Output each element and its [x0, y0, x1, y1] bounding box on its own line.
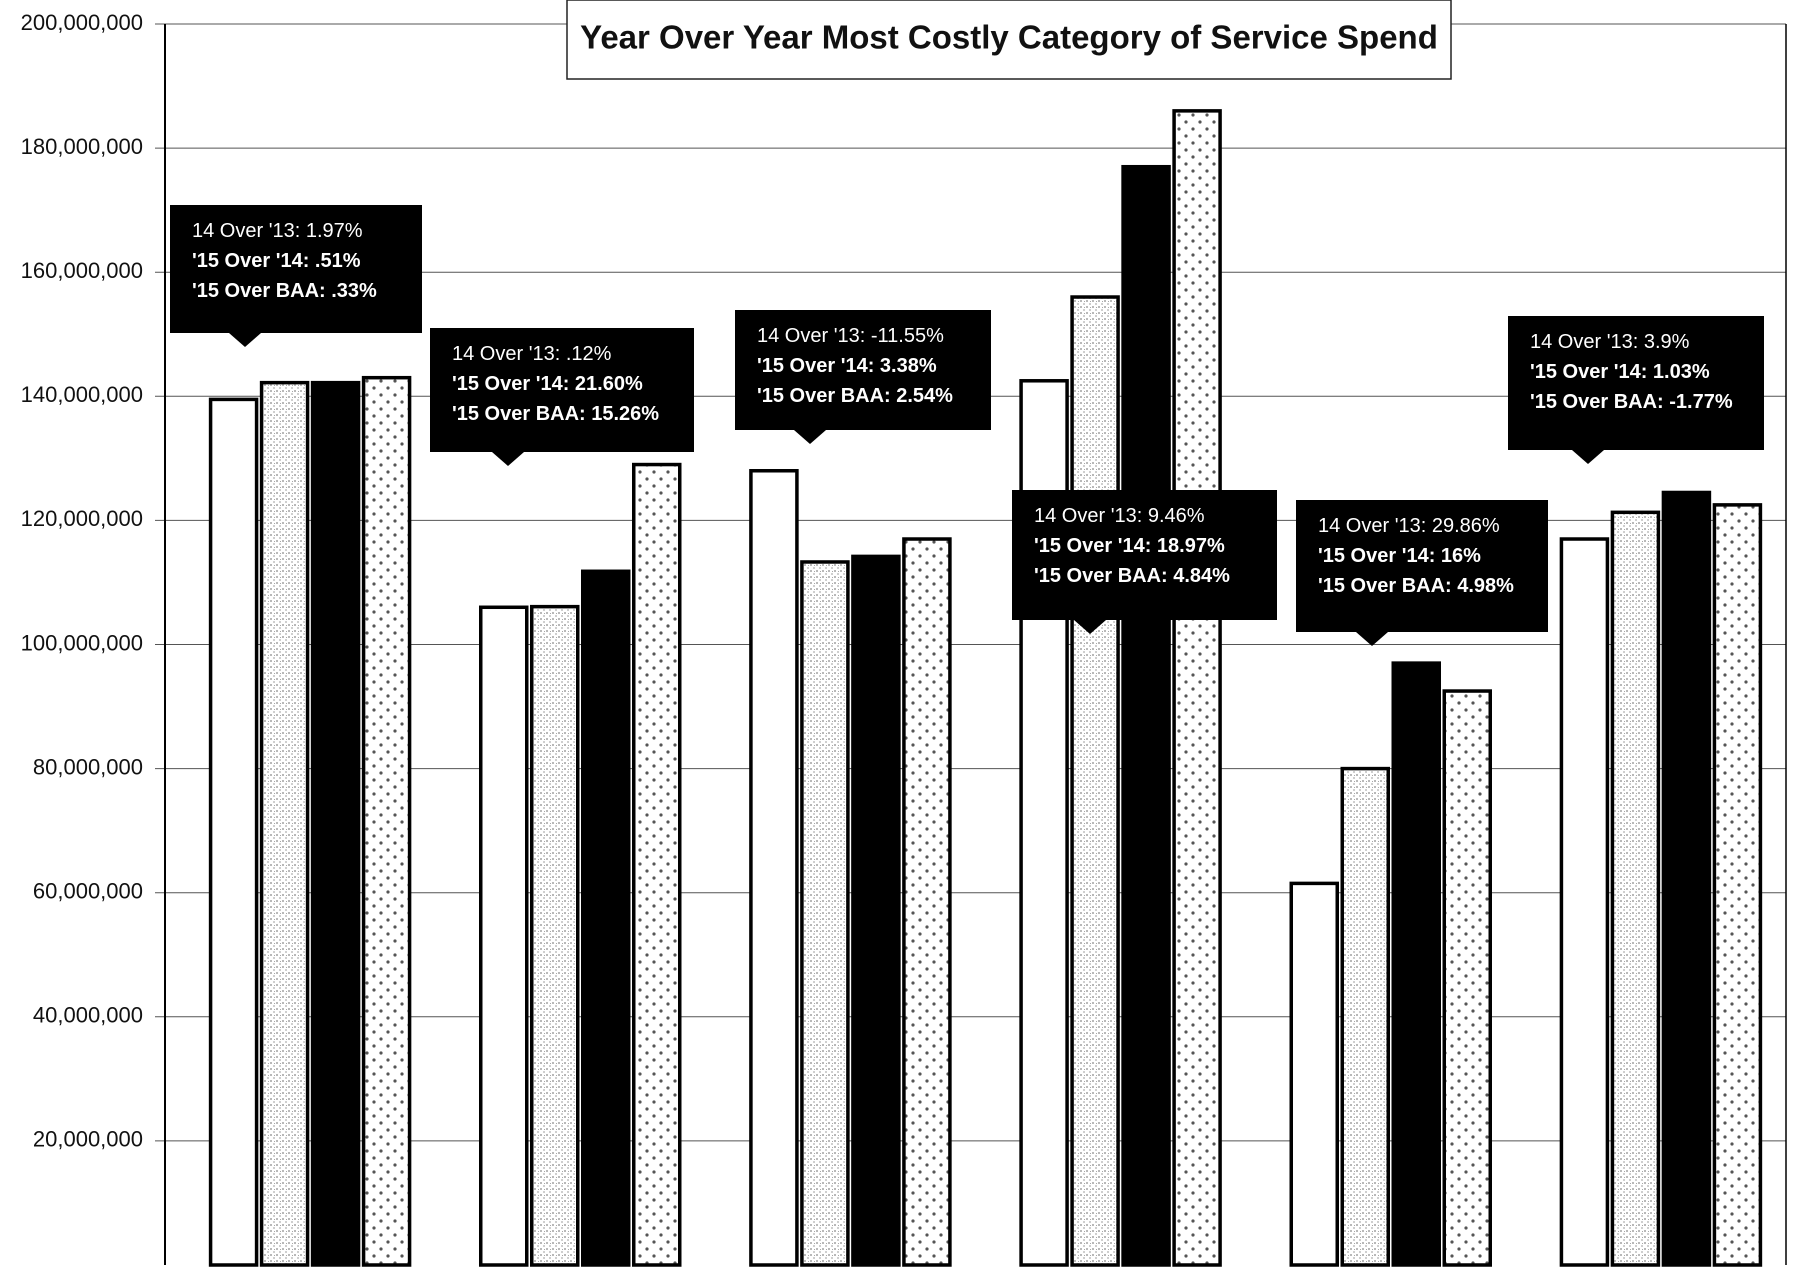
callout-pointer: [229, 333, 261, 347]
callout-label: 14 Over '13: 3.9%: [1530, 331, 1690, 353]
callout-label: '15 Over '14: .51%: [192, 250, 361, 272]
bar: [802, 562, 848, 1265]
callout-box: 14 Over '13: 1.97% '15 Over '14: .51% '15 …: [170, 205, 422, 347]
bar: [583, 571, 629, 1265]
callout-label: '15 Over BAA: 2.54%: [757, 385, 953, 407]
callout-label: '15 Over '14: 16%: [1318, 545, 1481, 567]
chart-title: Year Over Year Most Costly Category of S…: [580, 19, 1438, 56]
y-tick-label: 180,000,000: [21, 134, 143, 159]
callout-label: '15 Over '14: 1.03%: [1530, 361, 1710, 383]
bar: [634, 465, 680, 1265]
y-tick-label: 200,000,000: [21, 10, 143, 35]
callout-label: 14 Over '13: -11.55%: [757, 325, 944, 347]
callout-label: 14 Over '13: .12%: [452, 343, 612, 365]
y-axis-tick-labels: 20,000,000 40,000,000 60,000,000 80,000,000…: [21, 10, 143, 1152]
callout-label: '15 Over BAA: 4.98%: [1318, 575, 1514, 597]
bars: [211, 111, 1761, 1265]
callout-label: '15 Over BAA: -1.77%: [1530, 391, 1733, 413]
y-tick-label: 20,000,000: [33, 1127, 143, 1152]
bar: [481, 607, 527, 1265]
callout-pointer: [1356, 632, 1388, 646]
bar: [1123, 167, 1169, 1265]
bar: [1561, 539, 1607, 1265]
y-tick-label: 60,000,000: [33, 879, 143, 904]
bar: [313, 383, 359, 1265]
callout-label: '15 Over '14: 18.97%: [1034, 535, 1225, 557]
bar: [853, 556, 899, 1265]
callout-label: '15 Over '14: 21.60%: [452, 373, 643, 395]
bar: [1444, 691, 1490, 1265]
bar: [1291, 883, 1337, 1265]
callout-label: '15 Over '14: 3.38%: [757, 355, 937, 377]
callout-label: 14 Over '13: 29.86%: [1318, 515, 1500, 537]
y-tick-label: 80,000,000: [33, 754, 143, 779]
bar: [1612, 512, 1658, 1265]
bar: [1393, 663, 1439, 1265]
callout-box: 14 Over '13: 3.9% '15 Over '14: 1.03% '15 …: [1508, 316, 1764, 464]
y-tick-label: 40,000,000: [33, 1003, 143, 1028]
callout-label: '15 Over BAA: 4.84%: [1034, 565, 1230, 587]
callout-pointer: [492, 452, 524, 466]
y-tick-label: 160,000,000: [21, 258, 143, 283]
bar: [262, 383, 308, 1265]
bar: [364, 378, 410, 1265]
bar: [211, 399, 257, 1265]
callout-box: 14 Over '13: -11.55% '15 Over '14: 3.38% '…: [735, 310, 991, 444]
callout-label: '15 Over BAA: 15.26%: [452, 403, 659, 425]
callout-box: 14 Over '13: .12% '15 Over '14: 21.60% '15…: [430, 328, 694, 466]
bar: [1714, 505, 1760, 1265]
bar: [1342, 769, 1388, 1265]
chart-title-box: Year Over Year Most Costly Category of S…: [567, 0, 1451, 79]
bar: [1174, 111, 1220, 1265]
callout-label: 14 Over '13: 1.97%: [192, 220, 363, 242]
bar: [532, 607, 578, 1265]
callout-label: 14 Over '13: 9.46%: [1034, 505, 1205, 527]
bar: [1663, 492, 1709, 1265]
callout-box: 14 Over '13: 9.46% '15 Over '14: 18.97% '1…: [1012, 490, 1277, 634]
bar: [751, 471, 797, 1265]
callout-label: '15 Over BAA: .33%: [192, 280, 377, 302]
callout-pointer: [794, 430, 826, 444]
bar: [1072, 297, 1118, 1265]
y-tick-label: 100,000,000: [21, 630, 143, 655]
bar: [904, 539, 950, 1265]
callout-box: 14 Over '13: 29.86% '15 Over '14: 16% '15 …: [1296, 500, 1548, 646]
callout-pointer: [1572, 450, 1604, 464]
y-tick-label: 120,000,000: [21, 506, 143, 531]
y-tick-label: 140,000,000: [21, 382, 143, 407]
